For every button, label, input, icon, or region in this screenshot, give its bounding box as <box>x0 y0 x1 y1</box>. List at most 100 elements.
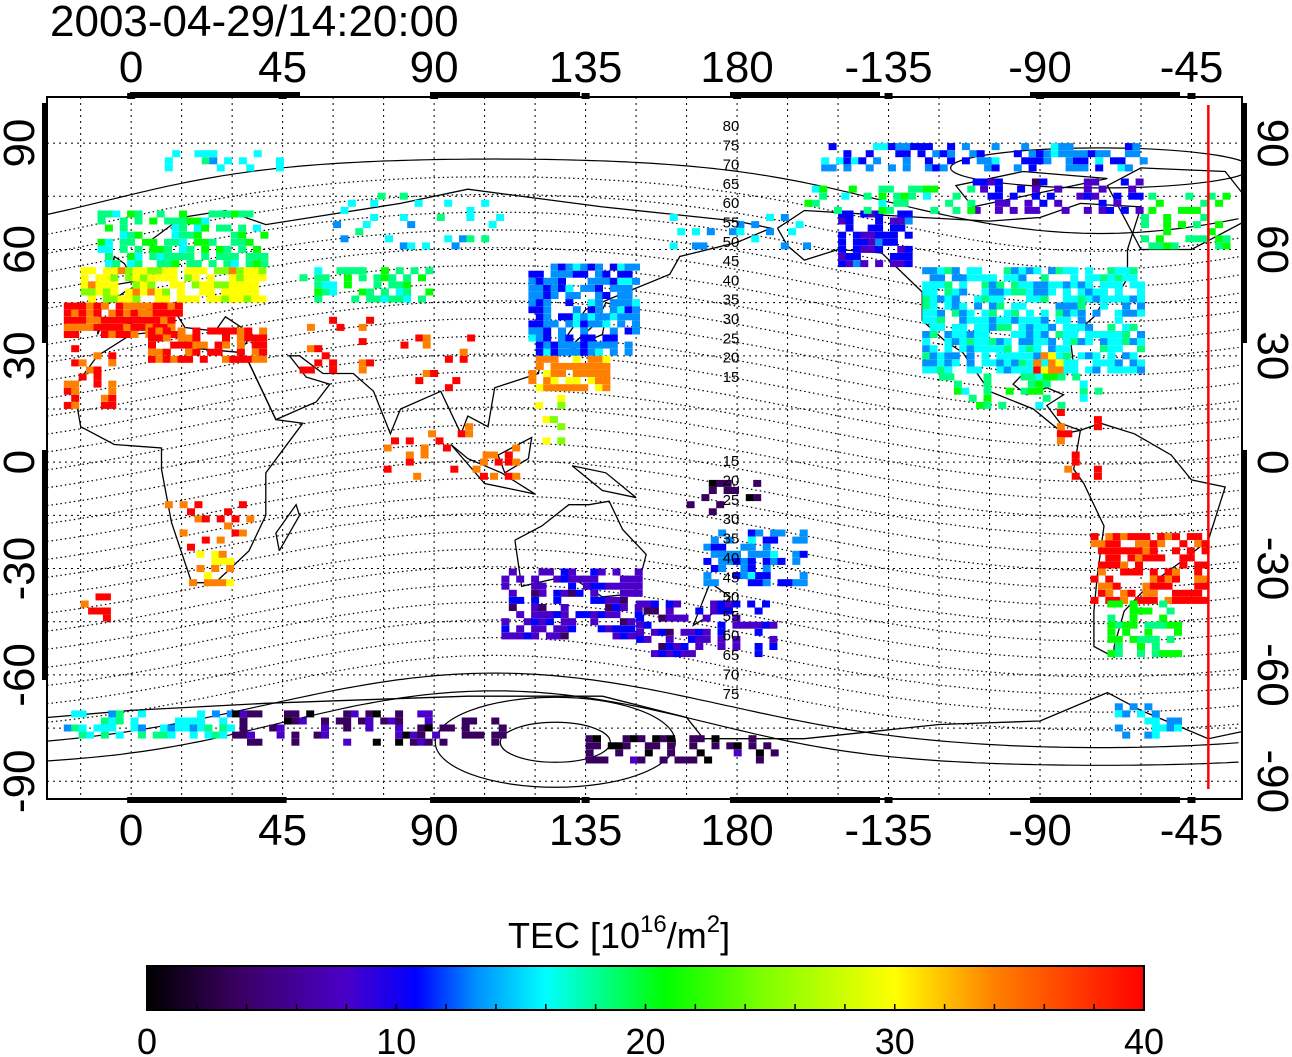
tec-cell <box>321 717 329 725</box>
tec-cell <box>1003 352 1012 360</box>
tec-cell <box>708 508 717 516</box>
tec-cell <box>560 625 569 633</box>
tec-cell <box>362 221 371 229</box>
tec-cell <box>1083 192 1092 200</box>
coastline-path <box>96 188 773 436</box>
tec-cell <box>902 143 911 151</box>
tec-cell <box>733 572 741 580</box>
tec-cell <box>132 281 141 289</box>
tec-cell <box>130 316 139 324</box>
tec-cell <box>710 565 719 572</box>
tec-cell <box>1194 568 1203 576</box>
tec-cell <box>1137 345 1145 353</box>
tec-cell <box>966 267 975 275</box>
tec-cell <box>609 284 618 292</box>
tec-cell <box>100 717 109 725</box>
tec-cell <box>1083 178 1092 186</box>
tec-cell <box>243 288 252 296</box>
tec-cell <box>696 735 705 743</box>
tec-cell <box>535 320 544 328</box>
tec-cell <box>1105 561 1114 569</box>
tec-cell <box>152 302 161 310</box>
tec-cell <box>314 288 323 296</box>
left-lat-label: 60 <box>0 225 44 274</box>
tec-cell <box>718 543 727 551</box>
tec-cell <box>745 494 754 502</box>
tec-cell <box>1024 206 1033 214</box>
tec-cell <box>496 214 505 221</box>
tec-cell <box>388 295 397 303</box>
tec-cell <box>585 749 594 757</box>
tec-cell <box>560 611 569 619</box>
tec-cell <box>961 387 970 395</box>
tec-cell <box>80 267 89 275</box>
tec-cell <box>245 238 254 246</box>
tec-cell <box>717 600 726 608</box>
tec-cell <box>619 582 628 590</box>
tec-cell <box>214 295 222 303</box>
tec-cell <box>658 614 667 622</box>
contour-label: 25 <box>723 492 740 509</box>
tec-cell <box>459 235 467 243</box>
tec-cell <box>1114 295 1123 303</box>
mlat-contour <box>47 388 1239 465</box>
tec-cell <box>1065 143 1074 151</box>
tec-cell <box>624 327 633 335</box>
tec-cell <box>236 267 245 275</box>
tec-cell <box>595 384 603 392</box>
tec-cell <box>1157 540 1166 548</box>
tec-cell <box>895 143 904 151</box>
tec-cell <box>969 150 978 158</box>
top-bar-segment <box>430 92 580 98</box>
tec-cell <box>1166 621 1175 629</box>
tec-cell <box>258 274 267 282</box>
tec-cell <box>226 724 235 732</box>
tec-cell <box>543 370 552 377</box>
tec-cell <box>718 550 727 558</box>
tec-cell <box>545 632 554 640</box>
tec-cell <box>1201 540 1210 548</box>
tec-cell <box>988 338 997 346</box>
tec-cell <box>102 274 111 282</box>
tec-cell <box>358 274 367 282</box>
tec-cell <box>543 277 552 285</box>
tec-cell <box>528 334 537 342</box>
tec-cell <box>1005 387 1014 395</box>
tec-cell <box>488 221 497 229</box>
tec-cell <box>1077 309 1086 317</box>
tec-cell <box>821 157 830 165</box>
tec-cell <box>145 323 154 331</box>
tec-cell <box>852 260 861 268</box>
tec-cell <box>1077 338 1086 346</box>
tec-cell <box>959 302 968 310</box>
tec-cell <box>612 632 621 640</box>
tec-cell <box>149 238 158 246</box>
tec-cell <box>988 302 997 310</box>
tec-cell <box>799 550 808 558</box>
tec-cell <box>680 628 689 636</box>
tec-cell <box>1061 206 1070 214</box>
tec-cell <box>612 596 621 604</box>
tec-cell <box>788 228 797 236</box>
tec-cell <box>609 334 618 342</box>
tec-cell <box>838 253 847 260</box>
tec-cell <box>710 607 719 615</box>
tec-cell <box>167 316 176 324</box>
tec-cell <box>951 267 960 275</box>
tec-cell <box>395 288 404 296</box>
tec-cell <box>1144 607 1153 615</box>
tec-cell <box>108 717 117 725</box>
tec-cell <box>922 281 931 289</box>
tec-cell <box>572 377 581 385</box>
tec-cell <box>219 717 228 725</box>
contour-label: 30 <box>723 311 740 328</box>
tec-cell <box>587 370 596 377</box>
tec-cell <box>132 274 141 282</box>
tec-cell <box>929 295 938 303</box>
tec-cell <box>897 224 906 232</box>
tec-cell <box>1018 281 1027 289</box>
tec-cell <box>717 621 726 629</box>
tec-cell <box>1033 345 1042 353</box>
contour-label: 45 <box>723 569 740 586</box>
tec-cell <box>873 157 882 165</box>
